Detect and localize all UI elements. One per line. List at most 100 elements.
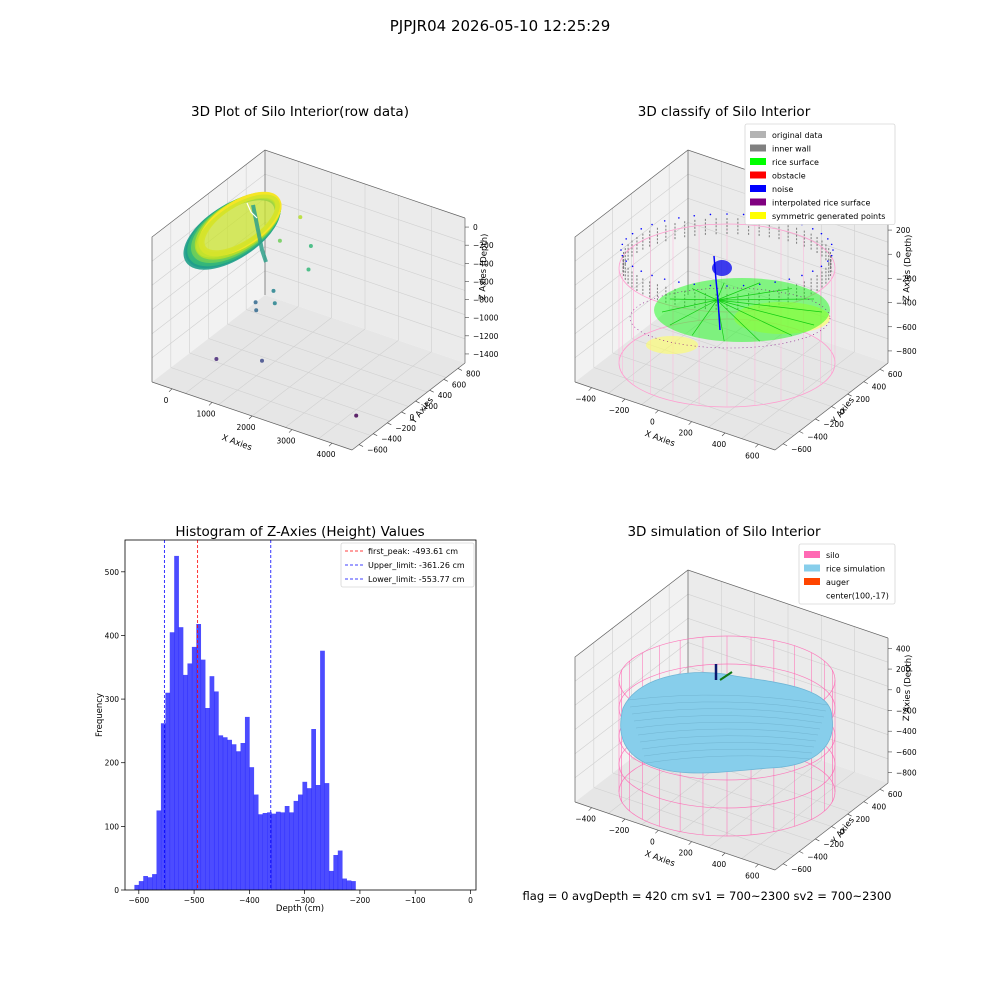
histogram-bar (311, 729, 316, 890)
p4-x-tick (721, 852, 726, 857)
histogram-bar (267, 812, 272, 890)
noise-point (726, 213, 728, 215)
rice-surface-line (716, 282, 760, 301)
raw-point-cloud-highlight (246, 202, 258, 219)
histogram-bar (143, 876, 148, 890)
histogram-bar (320, 650, 325, 890)
p2-grid-line (741, 351, 855, 439)
p4-legend: silo rice simulation auger center(100,-17) (798, 543, 896, 605)
histogram-bar (280, 812, 286, 890)
histogram-bar (236, 751, 241, 890)
center-marker (719, 671, 733, 681)
histogram-bar (324, 783, 330, 890)
histogram-bar (165, 692, 171, 890)
p2-x-tick (588, 387, 592, 391)
p2-x-tick-label: 0 (650, 417, 655, 426)
p4-x-tick (688, 841, 692, 845)
p1-y-tick (373, 433, 378, 436)
rice-surface-line (661, 299, 718, 313)
histogram-legend-label: first_peak: -493.61 cm (368, 547, 458, 556)
rice-mesh-line (639, 735, 817, 743)
histogram-bar (298, 794, 303, 890)
rice-surface-line (669, 299, 718, 326)
p4-x-tick-label: 0 (650, 837, 655, 846)
histogram-bar (156, 810, 162, 890)
p4-x-tick (588, 807, 592, 811)
p2-y-tick-label: −600 (791, 445, 812, 454)
p1-y-tick-label: 800 (466, 369, 481, 378)
p1-y-tick-label: −200 (395, 424, 416, 433)
p2-x-axis-line (574, 381, 776, 451)
noise-point (620, 249, 622, 251)
panel-simulation-title: 3D simulation of Silo Interior (627, 524, 821, 540)
rice-mesh-line (631, 708, 825, 718)
histogram-x-axis-label: Depth (cm) (276, 904, 324, 914)
p4-grid-line (741, 771, 855, 859)
p1-x-tick (288, 429, 293, 433)
p1-y-tick-label: 200 (424, 402, 439, 411)
p4-legend-swatch (804, 564, 820, 572)
p2-x-tick-label: 400 (712, 440, 727, 449)
histogram-bar (258, 814, 263, 890)
noise-point (742, 213, 745, 216)
p2-z-axis-label: Z Axies (Depth) (902, 234, 914, 301)
p2-legend-label: obstacle (772, 172, 806, 181)
p1-z-tick-label: −200 (473, 241, 494, 250)
p4-legend-swatch (804, 578, 820, 585)
p4-y-tick (847, 813, 852, 817)
p2-legend-label: original data (772, 131, 823, 140)
histogram-bar (271, 813, 277, 890)
histogram-y-tick-label: 0 (114, 886, 119, 895)
p1-z-tick-label: −1200 (473, 332, 499, 341)
p1-z-tick-label: −600 (473, 277, 494, 286)
status-footer: flag = 0 avgDepth = 420 cm sv1 = 700~230… (523, 889, 892, 903)
p1-y-tick-label: 600 (452, 380, 467, 389)
noise-point (830, 254, 833, 257)
raw-outlier-point (254, 308, 259, 313)
rice-mesh-line (643, 748, 813, 757)
p1-x-tick (248, 415, 253, 420)
noise-point (801, 274, 803, 277)
p4-x-tick-label: 200 (679, 849, 694, 858)
p4-y-tick-label: −200 (823, 840, 844, 849)
raw-outlier-point (271, 288, 276, 293)
noise-point (625, 238, 627, 240)
p2-legend-label: rice surface (772, 158, 819, 167)
p2-z-tick-label: 200 (896, 226, 911, 235)
noise-point (693, 283, 696, 286)
panel-histogram: Histogram of Z-Axies (Height) Values −60… (95, 524, 477, 914)
p1-y-tick (429, 389, 434, 393)
p4-z-tick-label: −800 (896, 769, 917, 778)
p1-y-tick-label: −400 (381, 435, 402, 444)
noise-point (640, 228, 643, 230)
noise-point (827, 238, 829, 240)
p2-legend-frame (744, 123, 896, 225)
p4-x-tick (655, 830, 659, 834)
p1-y-tick (401, 411, 406, 415)
p4-z-tick-label: −200 (896, 707, 917, 716)
interpolated-rice-surface (629, 287, 831, 349)
p4-x-axis-label: X Axies (643, 849, 676, 869)
histogram-bar (147, 877, 153, 890)
p2-y-tick (831, 406, 836, 409)
p1-y-tick (443, 379, 448, 382)
histogram-bar (200, 659, 206, 890)
noise-point (742, 284, 745, 287)
noise-point (774, 281, 776, 283)
p1-y-tick-label: 400 (438, 391, 453, 400)
histogram-bar (209, 676, 215, 890)
histogram-bar (337, 850, 343, 890)
histogram-bar (249, 767, 255, 890)
p1-z-tick-label: −1000 (473, 314, 499, 323)
p2-y-tick (847, 393, 852, 397)
p1-z-tick-label: −800 (473, 296, 494, 305)
histogram-bar (169, 632, 175, 890)
histogram-frame (124, 539, 477, 891)
p2-x-tick-label: 200 (679, 429, 694, 438)
p4-z-tick-label: 400 (896, 644, 911, 653)
noise-point (832, 249, 834, 251)
rice-mesh-line (627, 694, 829, 706)
noise-point (827, 260, 829, 262)
p1-z-axis-label: Z Axies (Depth) (478, 233, 490, 300)
